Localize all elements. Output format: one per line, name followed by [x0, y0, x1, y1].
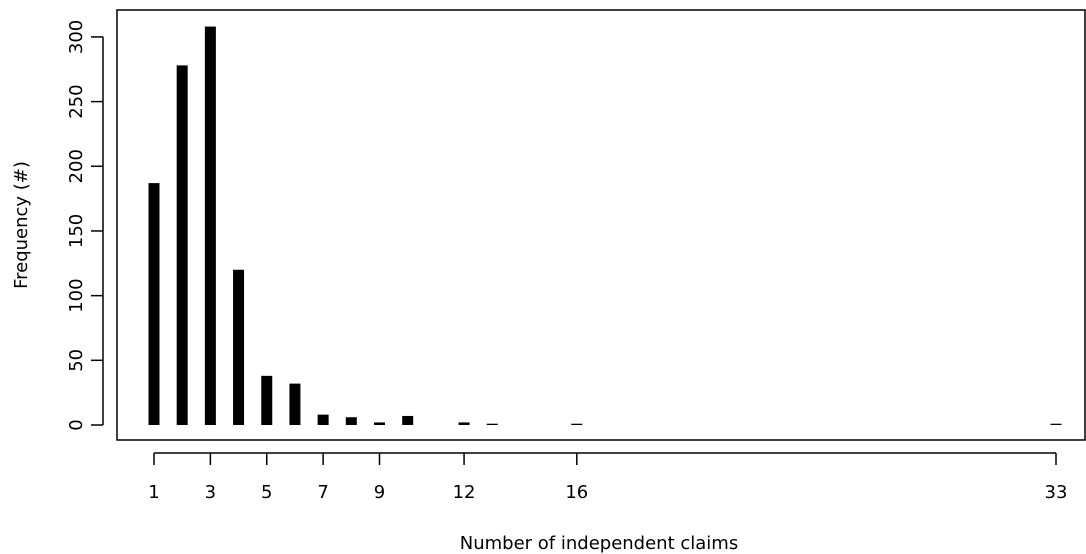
- bar-33: [1050, 423, 1062, 425]
- y-tick-label-250: 250: [66, 84, 87, 118]
- x-tick-label-16: 16: [565, 482, 588, 503]
- x-tick-label-33: 33: [1045, 482, 1068, 503]
- bar-10: [402, 415, 414, 425]
- x-axis-label: Number of independent claims: [460, 533, 738, 554]
- bar-13: [486, 423, 498, 425]
- x-axis: 1 3 5 7 9 12 16 33: [148, 452, 1068, 503]
- x-tick-label-7: 7: [317, 482, 328, 503]
- x-tick-label-1: 1: [148, 482, 159, 503]
- bar-7: [317, 414, 329, 425]
- y-tick-label-150: 150: [66, 214, 87, 248]
- y-tick-label-200: 200: [66, 149, 87, 183]
- bars: [148, 26, 1062, 426]
- y-tick-label-100: 100: [66, 278, 87, 312]
- y-axis-label: Frequency (#): [11, 161, 32, 289]
- x-tick-label-9: 9: [374, 482, 385, 503]
- bar-2: [176, 65, 188, 425]
- y-tick-label-300: 300: [66, 20, 87, 54]
- bar-12: [458, 422, 470, 425]
- bar-5: [261, 375, 273, 425]
- bar-8: [345, 417, 357, 425]
- x-tick-label-5: 5: [261, 482, 272, 503]
- bar-9: [374, 422, 385, 425]
- bar-6: [289, 383, 301, 425]
- y-axis: 0 50 100 150 200 250 300: [66, 20, 104, 431]
- bar-16: [571, 423, 583, 425]
- plot-frame-rect: [116, 9, 1086, 441]
- x-tick-label-12: 12: [453, 482, 476, 503]
- bar-3: [204, 26, 216, 426]
- bar-1: [148, 183, 160, 425]
- y-tick-label-50: 50: [66, 349, 87, 372]
- bar-4: [233, 269, 245, 425]
- y-tick-label-0: 0: [66, 419, 87, 430]
- x-tick-label-3: 3: [205, 482, 216, 503]
- plot-frame: [116, 9, 1086, 441]
